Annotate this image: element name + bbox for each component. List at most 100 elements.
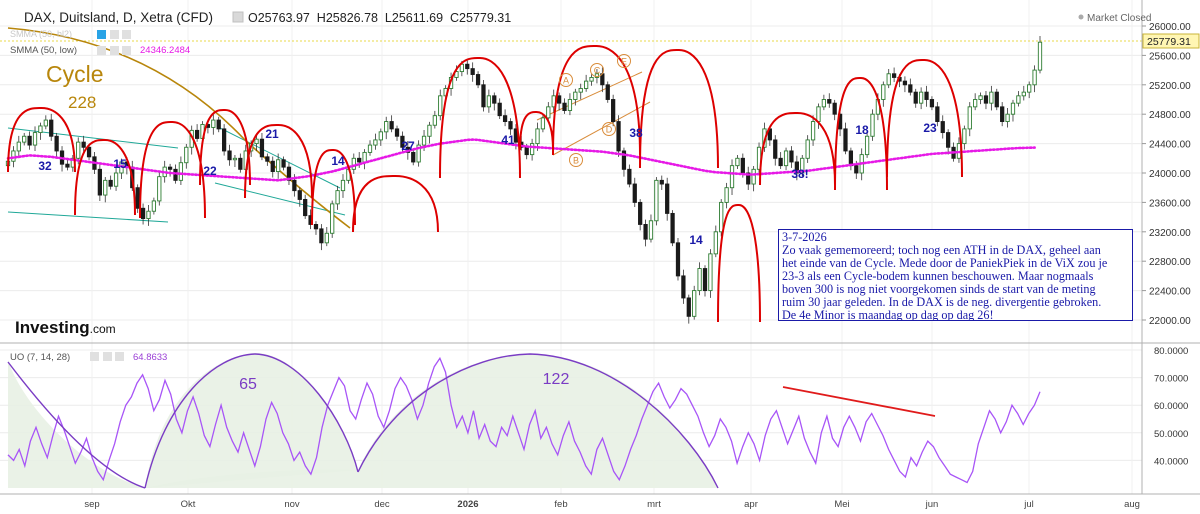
candle: [470, 62, 475, 82]
time-tick-label: nov: [284, 499, 300, 510]
settings-icon[interactable]: [232, 11, 244, 23]
candle: [43, 115, 48, 130]
smma-gear-icon[interactable]: [110, 46, 119, 55]
candle-down: [789, 150, 794, 163]
wave-label: D: [606, 125, 613, 135]
candle: [611, 94, 616, 127]
candle-up: [427, 124, 432, 137]
candle: [810, 115, 816, 146]
cycle-title: Cycle: [46, 61, 104, 87]
candle-up: [416, 144, 421, 163]
wave-label: C: [594, 66, 601, 76]
candle-up: [708, 253, 713, 292]
candle-down: [675, 242, 681, 277]
candle-up: [151, 200, 157, 212]
candle-up: [751, 168, 756, 185]
note-line: ruim 30 jaar geleden. In de DAX is de ne…: [782, 295, 1102, 309]
candle: [794, 155, 799, 181]
smma-close-icon[interactable]: [122, 46, 131, 55]
candle: [216, 116, 221, 133]
candle-up: [362, 151, 367, 163]
close-icon[interactable]: [122, 30, 131, 39]
candle: [211, 113, 216, 135]
candle: [983, 91, 989, 110]
candle-up: [1005, 113, 1010, 122]
candle-down: [605, 84, 610, 100]
candle: [708, 249, 713, 298]
candle-down: [81, 141, 86, 148]
time-tick-label: feb: [554, 499, 567, 510]
candle: [783, 147, 789, 171]
candle-down: [891, 73, 897, 78]
candle-up: [973, 99, 978, 108]
candle: [276, 153, 281, 179]
candle: [367, 140, 373, 156]
candle: [665, 177, 670, 221]
time-tick-label: Mei: [834, 499, 849, 510]
candle: [692, 285, 697, 320]
candle-up: [697, 268, 702, 292]
candle: [32, 126, 38, 152]
investing-suffix: .com: [90, 322, 116, 336]
candle: [351, 153, 356, 174]
candle: [1037, 35, 1043, 74]
candle: [973, 93, 978, 111]
candle: [1005, 107, 1010, 128]
eye-icon[interactable]: [97, 30, 106, 39]
cycle-arc: [311, 148, 356, 226]
cycle-count-label: 18: [855, 123, 869, 137]
uo-gear-icon[interactable]: [103, 352, 112, 361]
investing-logo: Investing.com: [15, 318, 116, 337]
candle-up: [335, 190, 340, 205]
analysis-note: 3-7-2026 Zo vaak gememoreerd; toch nog ee…: [778, 229, 1133, 321]
candle: [222, 124, 227, 156]
smma-eye-icon[interactable]: [97, 46, 106, 55]
candle-up: [594, 73, 600, 78]
candle: [573, 88, 578, 106]
candle: [324, 227, 329, 247]
candle: [675, 238, 681, 281]
candle-down: [854, 165, 859, 174]
candle: [394, 125, 400, 141]
candle-up: [113, 172, 119, 187]
candle: [330, 200, 335, 238]
candle-down: [659, 179, 664, 185]
candle: [908, 78, 913, 96]
candle: [167, 163, 173, 177]
candle-up: [330, 203, 335, 234]
uo-cycle-arc: [357, 353, 719, 489]
price-tick-label: 22800.00: [1149, 257, 1191, 268]
candle-down: [194, 129, 200, 139]
cycle-count-label: 27: [401, 139, 415, 153]
candle-down: [616, 121, 621, 152]
candle-down: [173, 168, 178, 181]
cycle-labels: 32 15 22 21 14 27 41 38 14 38! 18 23 A B C D E: [38, 54, 937, 247]
cycle-arc: [244, 123, 313, 199]
smma-hidden-label[interactable]: SMMA (50, hl2): [10, 29, 72, 39]
gear-icon[interactable]: [110, 30, 119, 39]
candle: [670, 210, 675, 247]
smma-path: [6, 138, 1036, 182]
candle: [27, 131, 32, 150]
note-line: Zo vaak gememoreerd; toch nog een ATH in…: [782, 243, 1101, 257]
price-tick-label: 23200.00: [1149, 228, 1191, 239]
candle-up: [529, 143, 535, 156]
candle: [103, 177, 108, 203]
candle: [157, 171, 162, 206]
candle: [578, 83, 583, 100]
uo-close-icon[interactable]: [115, 352, 124, 361]
candle-down: [665, 183, 670, 214]
candle: [497, 98, 502, 119]
candle: [1000, 102, 1005, 127]
candle: [1027, 81, 1032, 99]
candle: [1010, 99, 1016, 122]
uo-eye-icon[interactable]: [90, 352, 99, 361]
candle-down: [65, 163, 70, 168]
candle: [800, 154, 805, 177]
cycle-count-label: 22: [203, 164, 217, 178]
candle: [400, 131, 405, 154]
candle-down: [556, 95, 562, 104]
candle-up: [584, 80, 589, 89]
candle-up: [103, 179, 108, 196]
candle: [654, 177, 659, 226]
